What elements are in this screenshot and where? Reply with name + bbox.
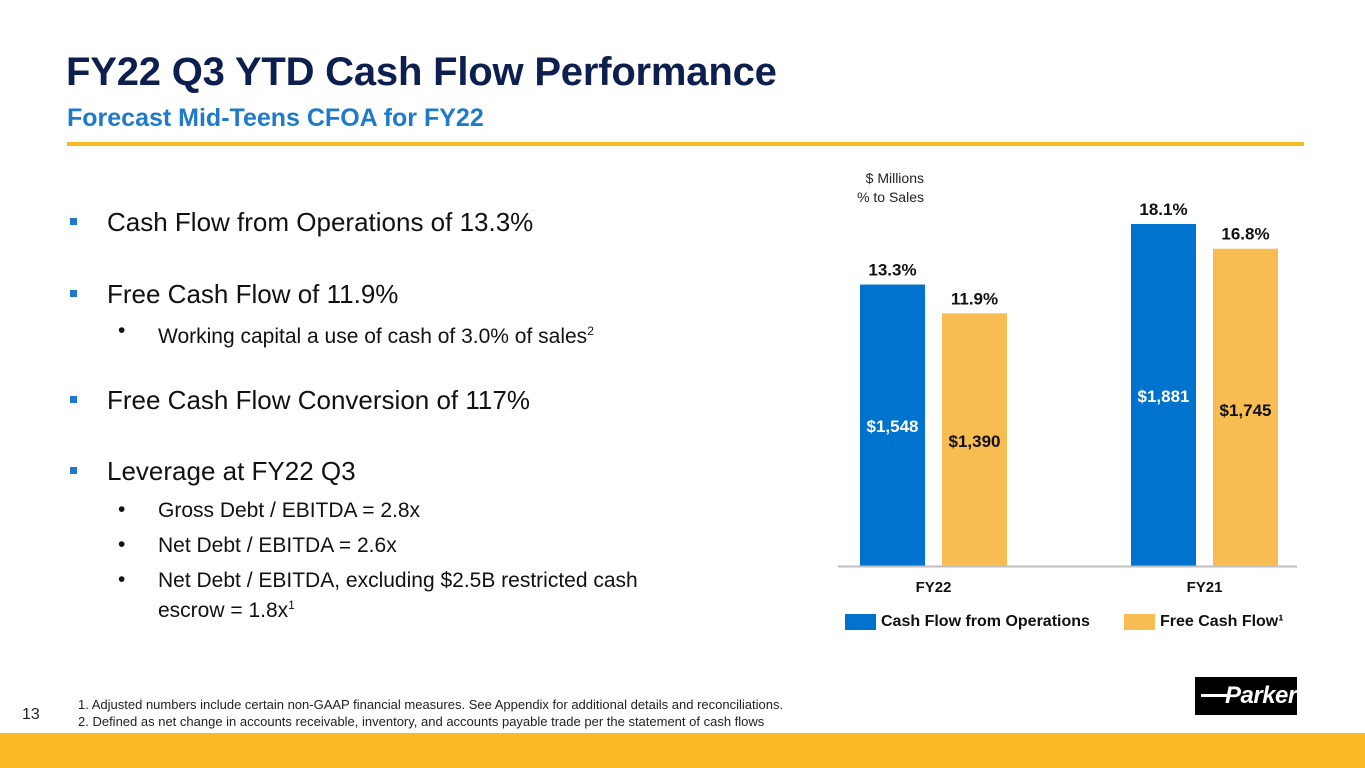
dot-bullet-icon: • <box>118 319 126 342</box>
page-number: 13 <box>22 706 40 723</box>
value-label: $1,881 <box>1138 387 1190 406</box>
parker-logo: Parker <box>1195 677 1297 715</box>
bar-cfo-fy21 <box>1131 224 1196 566</box>
footnote-1: 1. Adjusted numbers include certain non-… <box>78 697 784 712</box>
title-divider <box>67 142 1304 146</box>
pct-label: 13.3% <box>868 261 916 280</box>
legend-swatch-cfo <box>845 614 876 630</box>
square-bullet-icon <box>70 290 77 297</box>
dot-bullet-icon: • <box>118 568 126 591</box>
value-label: $1,548 <box>867 417 919 436</box>
x-tick-label: FY22 <box>916 579 952 596</box>
bar-fcf-fy22 <box>942 313 1007 566</box>
pct-label: 16.8% <box>1221 225 1269 244</box>
bar-fcf-fy21 <box>1213 248 1278 566</box>
legend-label-fcf: Free Cash Flow¹ <box>1160 613 1284 630</box>
footnotes: 1. Adjusted numbers include certain non-… <box>78 696 783 730</box>
logo-bar-icon <box>1201 694 1227 697</box>
legend-swatch-fcf <box>1124 614 1155 630</box>
page-title: FY22 Q3 YTD Cash Flow Performance <box>66 50 777 94</box>
value-label: $1,390 <box>949 432 1001 451</box>
value-label: $1,745 <box>1220 401 1272 420</box>
pct-label: 18.1% <box>1139 200 1187 219</box>
unit-label-pct-sales: % to Sales <box>857 189 924 205</box>
page-subtitle: Forecast Mid-Teens CFOA for FY22 <box>67 104 484 132</box>
footer-band <box>0 733 1365 768</box>
footnote-2: 2. Defined as net change in accounts rec… <box>78 714 765 729</box>
legend-label-cfo: Cash Flow from Operations <box>881 613 1090 630</box>
x-tick-label: FY21 <box>1187 579 1223 596</box>
bar-cfo-fy22 <box>860 284 925 566</box>
square-bullet-icon <box>70 218 77 225</box>
unit-label-millions: $ Millions <box>865 170 924 186</box>
dot-bullet-icon: • <box>118 533 126 556</box>
dot-bullet-icon: • <box>118 498 126 521</box>
unit-labels: $ Millions % to Sales <box>857 169 924 207</box>
square-bullet-icon <box>70 467 77 474</box>
pct-label: 11.9% <box>951 289 998 308</box>
square-bullet-icon <box>70 396 77 403</box>
